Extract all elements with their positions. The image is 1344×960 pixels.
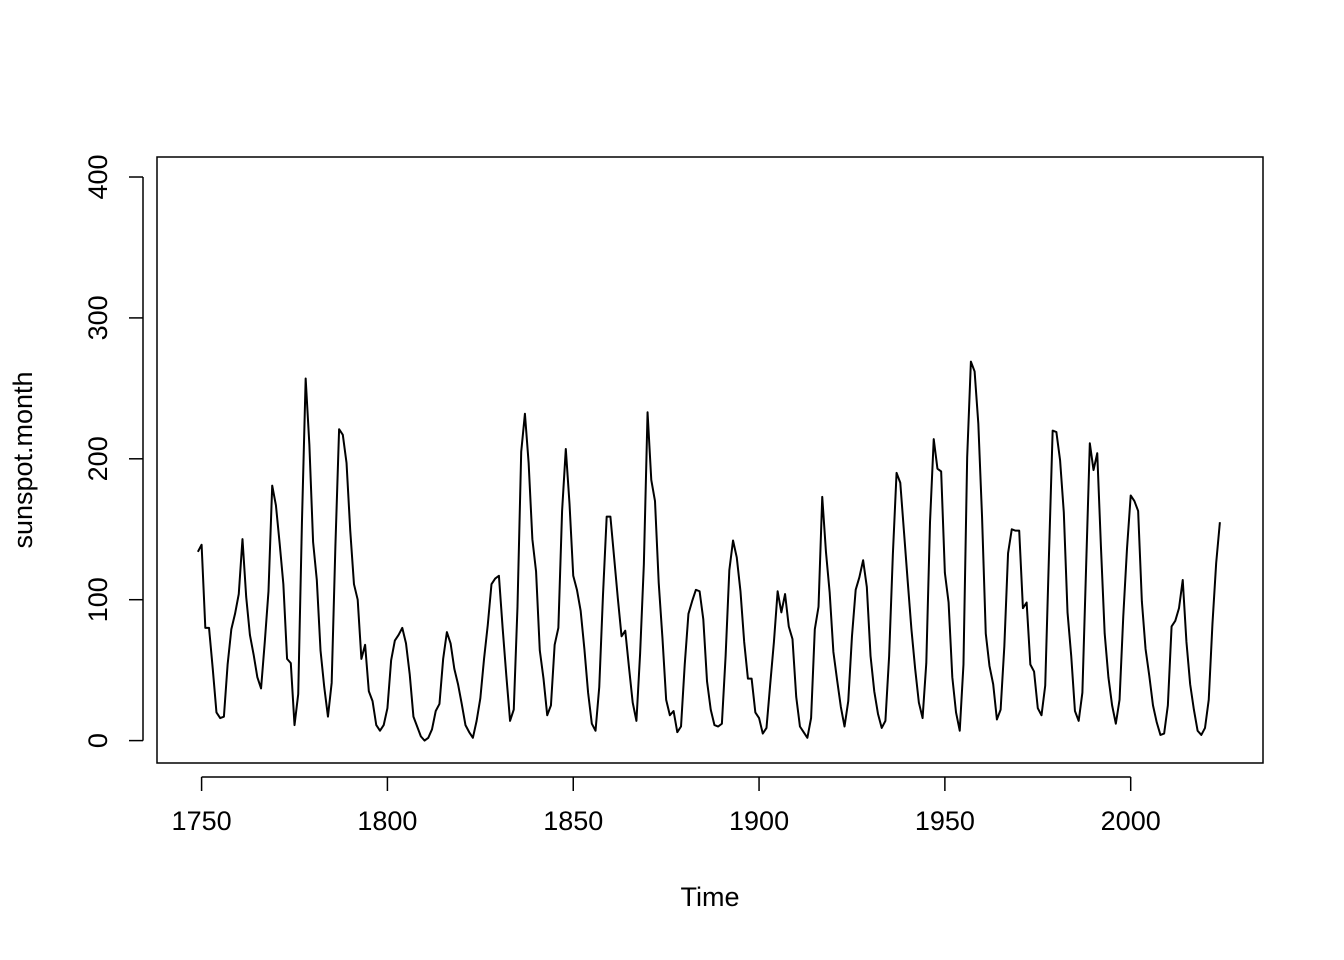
y-axis-label: sunspot.month	[8, 371, 38, 548]
y-tick-label: 0	[83, 733, 113, 748]
y-tick-label: 200	[83, 436, 113, 481]
x-tick-label: 1800	[357, 806, 417, 836]
x-tick-label: 1850	[543, 806, 603, 836]
plot-frame	[156, 156, 1264, 764]
x-tick-label: 1750	[172, 806, 232, 836]
x-axis-label: Time	[681, 882, 740, 912]
y-tick-label: 300	[83, 295, 113, 340]
x-tick-label: 2000	[1101, 806, 1161, 836]
y-tick-label: 400	[83, 154, 113, 199]
y-tick-label: 100	[83, 577, 113, 622]
x-tick-label: 1950	[915, 806, 975, 836]
x-tick-label: 1900	[729, 806, 789, 836]
data-line	[196, 360, 1221, 742]
